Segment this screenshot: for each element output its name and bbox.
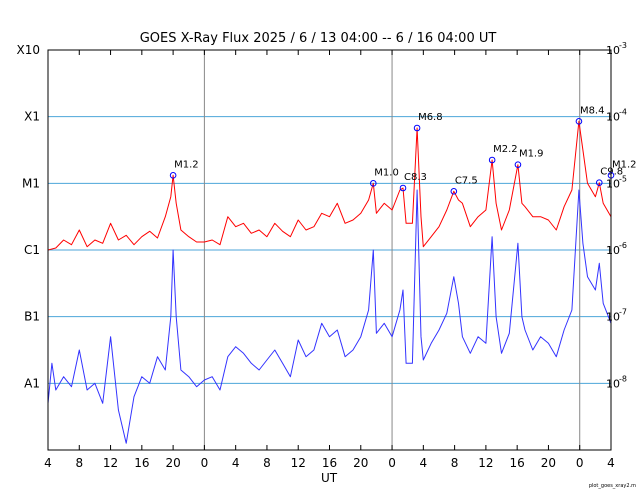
flare-label-6: M1.9: [519, 149, 544, 160]
x-tick-label-15: 16: [510, 456, 525, 470]
flare-annotations: M1.2M1.0 C8.3M6.8C7.5M2.2 M1.9M8.4C9.8M1.2: [169, 105, 637, 195]
x-tick-label-5: 0: [201, 456, 209, 470]
x-tick-label-12: 4: [420, 456, 428, 470]
x-tick-label-3: 16: [134, 456, 149, 470]
flare-label-0: M1.2: [174, 159, 199, 170]
x-tick-label-14: 12: [478, 456, 493, 470]
flare-label-3: M6.8: [418, 112, 443, 123]
right-flux-exponent-1: -4: [619, 108, 627, 117]
right-flux-label-4: 10: [606, 311, 620, 324]
x-tick-label-1: 8: [75, 456, 83, 470]
right-flux-label-2: 10: [606, 177, 620, 190]
x-tick-label-6: 4: [232, 456, 240, 470]
flare-label-5: M2.2: [493, 144, 518, 155]
flare-peak-marker-3: [413, 124, 421, 132]
right-flux-label-0: 10: [606, 44, 620, 57]
x-tick-label-7: 8: [263, 456, 271, 470]
left-class-label-4: B1: [24, 310, 40, 324]
right-flux-exponent-4: -7: [619, 308, 627, 317]
x-axis-ticks: 4 8 12 16 20 0 4 8 12 16 20 0 4 8 12 16 20 0 4: [44, 50, 615, 470]
flare-peak-marker-8: [595, 179, 603, 186]
flare-peak-marker-4: [450, 188, 458, 195]
flare-peak-marker-2: [399, 184, 407, 192]
right-flux-label-5: 10: [606, 377, 620, 390]
flare-peak-marker-1: [369, 180, 377, 187]
right-flux-exponent-0: -3: [619, 41, 627, 50]
chart-title: GOES X-Ray Flux 2025 / 6 / 13 04:00 -- 6…: [140, 31, 497, 46]
flare-peak-marker-7: [575, 118, 583, 125]
right-flux-label-1: 10: [606, 111, 620, 124]
x-tick-label-0: 4: [44, 456, 52, 470]
right-flux-exponent-5: -8: [619, 374, 627, 383]
flare-label-4: C7.5: [455, 175, 478, 186]
x-tick-label-16: 20: [541, 456, 556, 470]
x-tick-label-18: 4: [607, 456, 615, 470]
x-axis-label: UT: [321, 471, 338, 485]
right-flux-exponent-2: -5: [619, 174, 627, 183]
right-flux-exponent-3: -6: [619, 241, 627, 250]
flare-label-1: M1.0: [374, 167, 399, 178]
day-boundary-lines: [203, 50, 581, 450]
left-class-label-5: A1: [24, 376, 40, 390]
x-tick-label-11: 0: [388, 456, 396, 470]
x-tick-label-9: 16: [322, 456, 337, 470]
right-flux-label-3: 10: [606, 244, 620, 257]
x-tick-label-2: 12: [103, 456, 118, 470]
flare-peak-marker-6: [514, 161, 522, 168]
x-tick-label-4: 20: [165, 456, 180, 470]
left-class-labels: X10 X1 M1 C1 B1 A1: [17, 43, 41, 390]
flux-series: [48, 120, 611, 444]
right-flux-labels: 10-310-410-510-610-710-8: [606, 41, 627, 390]
flare-label-9: M1.2: [612, 159, 637, 170]
credit-text: plot_goes_xray2.m: [589, 483, 636, 489]
x-tick-label-8: 12: [291, 456, 306, 470]
left-class-label-2: M1: [22, 176, 40, 190]
flare-label-7: M8.4: [580, 105, 605, 116]
flare-peak-marker-5: [488, 156, 496, 164]
x-tick-label-13: 8: [451, 456, 459, 470]
x-tick-label-17: 0: [576, 456, 584, 470]
flare-label-2: C8.3: [404, 172, 427, 183]
series-line-short: [48, 189, 611, 444]
left-class-label-0: X10: [17, 43, 41, 57]
flare-peak-marker-0: [169, 172, 177, 179]
left-class-label-3: C1: [24, 243, 40, 257]
series-line-long: [48, 120, 611, 251]
x-tick-label-10: 20: [353, 456, 368, 470]
left-class-label-1: X1: [24, 110, 40, 124]
